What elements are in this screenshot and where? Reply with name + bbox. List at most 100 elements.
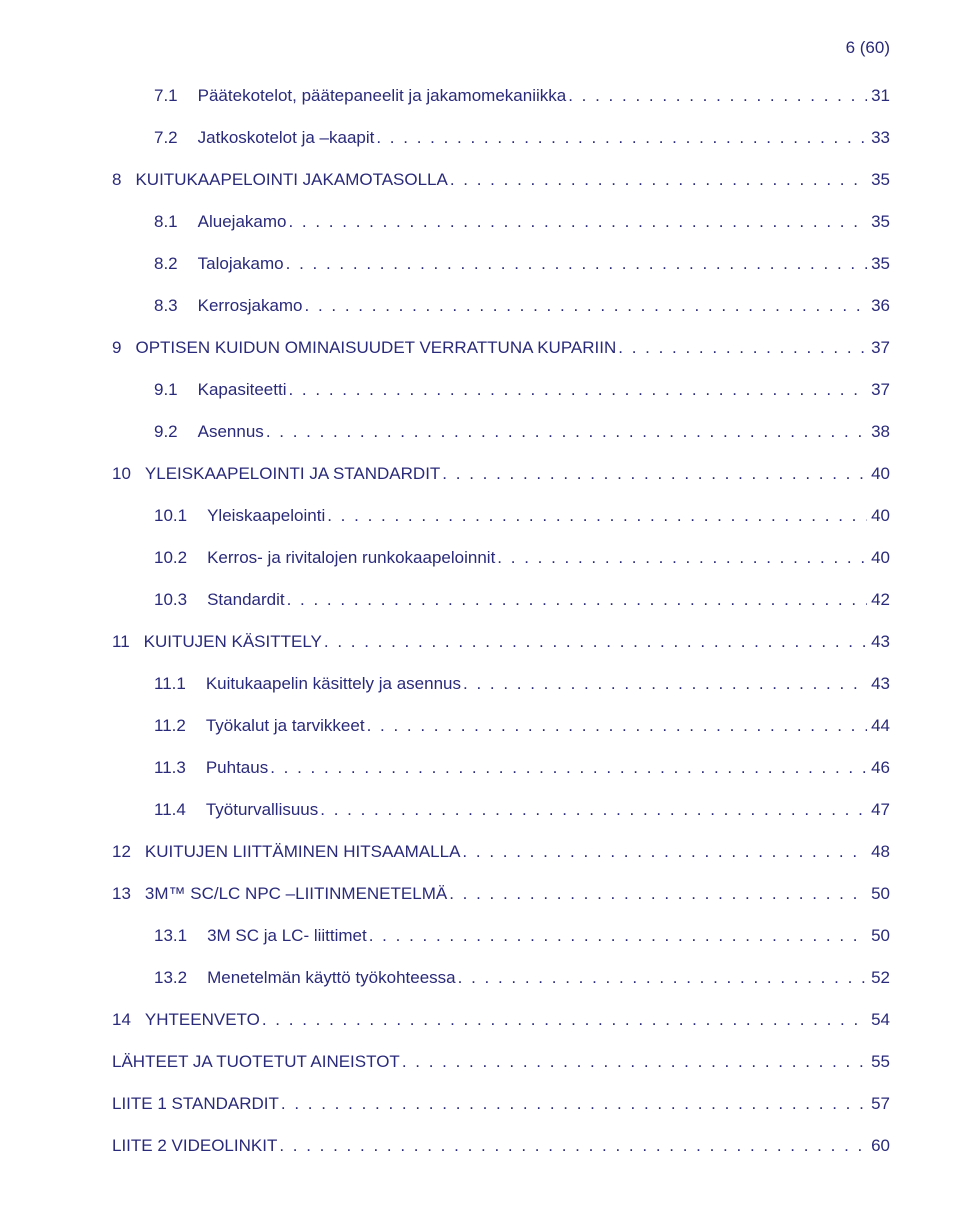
toc-entry-number: 8 (112, 170, 121, 190)
toc-leader-dots: . . . . . . . . . . . . . . . . . . . . … (288, 212, 867, 232)
toc-entry-title: Kuitukaapelin käsittely ja asennus (206, 674, 461, 694)
toc-entry: 10.1Yleiskaapelointi . . . . . . . . . .… (154, 506, 890, 526)
toc-leader-dots: . . . . . . . . . . . . . . . . . . . . … (287, 590, 867, 610)
toc-entry-title: Aluejakamo (198, 212, 287, 232)
toc-entry: 10.2 Kerros- ja rivitalojen runkokaapeloi… (154, 548, 890, 568)
toc-entry-title: Standardit (207, 590, 285, 610)
toc-entry-page: 60 (867, 1136, 890, 1156)
toc-entry-page: 33 (867, 128, 890, 148)
toc-entry-title: Työkalut ja tarvikkeet (206, 716, 365, 736)
toc-entry: 8.3 Kerrosjakamo . . . . . . . . . . . . … (154, 296, 890, 316)
toc-entry-page: 42 (867, 590, 890, 610)
toc-leader-dots: . . . . . . . . . . . . . . . . . . . . … (324, 632, 867, 652)
toc-entry-page: 37 (867, 380, 890, 400)
toc-entry-title: Jatkoskotelot ja –kaapit (198, 128, 375, 148)
toc-entry: 11.4 Työturvallisuus . . . . . . . . . . … (154, 800, 890, 820)
toc-entry-page: 50 (867, 884, 890, 904)
toc-entry: 133M™ SC/LC NPC –LIITINMENETELMÄ . . . .… (112, 884, 890, 904)
toc-entry-number: 8.3 (154, 296, 178, 316)
toc-entry: LÄHTEET JA TUOTETUT AINEISTOT . . . . . … (112, 1052, 890, 1072)
toc-leader-dots: . . . . . . . . . . . . . . . . . . . . … (458, 968, 867, 988)
toc-entry-number: 11.4 (154, 800, 186, 820)
toc-entry: 8KUITUKAAPELOINTI JAKAMOTASOLLA . . . . … (112, 170, 890, 190)
toc-leader-dots: . . . . . . . . . . . . . . . . . . . . … (442, 464, 867, 484)
toc-entry: 11 KUITUJEN KÄSITTELY . . . . . . . . . .… (112, 632, 890, 652)
toc-entry-title: 3M™ SC/LC NPC –LIITINMENETELMÄ (145, 884, 447, 904)
toc-entry-number: 7.2 (154, 128, 178, 148)
toc-entry: 9.2Asennus . . . . . . . . . . . . . . .… (154, 422, 890, 442)
document-page: 6 (60) 7.1Päätekotelot, päätepaneelit ja… (112, 54, 890, 1178)
toc-leader-dots: . . . . . . . . . . . . . . . . . . . . … (618, 338, 867, 358)
toc-leader-dots: . . . . . . . . . . . . . . . . . . . . … (288, 380, 867, 400)
toc-entry-title: LIITE 2 VIDEOLINKIT (112, 1136, 277, 1156)
toc-entry-title: OPTISEN KUIDUN OMINAISUUDET VERRATTUNA K… (135, 338, 616, 358)
toc-entry-page: 43 (867, 674, 890, 694)
toc-entry: 11.3Puhtaus . . . . . . . . . . . . . . … (154, 758, 890, 778)
toc-entry: 14YHTEENVETO . . . . . . . . . . . . . .… (112, 1010, 890, 1030)
toc-entry: 11.1Kuitukaapelin käsittely ja asennus .… (154, 674, 890, 694)
toc-entry-number: 12 (112, 842, 131, 862)
toc-leader-dots: . . . . . . . . . . . . . . . . . . . . … (270, 758, 867, 778)
toc-entry-page: 54 (867, 1010, 890, 1030)
toc-entry-page: 48 (867, 842, 890, 862)
toc-entry-number: 10.3 (154, 590, 187, 610)
toc-entry-page: 36 (867, 296, 890, 316)
toc-leader-dots: . . . . . . . . . . . . . . . . . . . . … (266, 422, 867, 442)
toc-entry: LIITE 1 STANDARDIT . . . . . . . . . . .… (112, 1094, 890, 1114)
toc-entry-title: YLEISKAAPELOINTI JA STANDARDIT (145, 464, 440, 484)
toc-entry-title: Kapasiteetti (198, 380, 287, 400)
toc-leader-dots: . . . . . . . . . . . . . . . . . . . . … (367, 716, 868, 736)
toc-entry-number: 13.2 (154, 968, 187, 988)
toc-leader-dots: . . . . . . . . . . . . . . . . . . . . … (568, 86, 867, 106)
toc-entry-title: KUITUJEN LIITTÄMINEN HITSAAMALLA (145, 842, 461, 862)
toc-leader-dots: . . . . . . . . . . . . . . . . . . . . … (305, 296, 868, 316)
toc-entry-page: 35 (867, 212, 890, 232)
toc-leader-dots: . . . . . . . . . . . . . . . . . . . . … (327, 506, 867, 526)
toc-entry: 12 KUITUJEN LIITTÄMINEN HITSAAMALLA . . .… (112, 842, 890, 862)
toc-entry-title: Kerros- ja rivitalojen runkokaapeloinnit (207, 548, 495, 568)
toc-leader-dots: . . . . . . . . . . . . . . . . . . . . … (369, 926, 867, 946)
toc-leader-dots: . . . . . . . . . . . . . . . . . . . . … (320, 800, 867, 820)
toc-entry-title: Talojakamo (198, 254, 284, 274)
toc-leader-dots: . . . . . . . . . . . . . . . . . . . . … (402, 1052, 867, 1072)
toc-entry-number: 7.1 (154, 86, 178, 106)
toc-leader-dots: . . . . . . . . . . . . . . . . . . . . … (497, 548, 867, 568)
toc-entry-number: 10 (112, 464, 131, 484)
toc-entry-page: 44 (867, 716, 890, 736)
toc-entry-number: 10.1 (154, 506, 187, 526)
toc-entry-page: 55 (867, 1052, 890, 1072)
toc-entry-title: KUITUJEN KÄSITTELY (144, 632, 322, 652)
toc-entry-page: 31 (867, 86, 890, 106)
toc-entry: 9 OPTISEN KUIDUN OMINAISUUDET VERRATTUNA … (112, 338, 890, 358)
toc-entry: 9.1 Kapasiteetti . . . . . . . . . . . . … (154, 380, 890, 400)
toc-entry-number: 13.1 (154, 926, 187, 946)
table-of-contents: 7.1Päätekotelot, päätepaneelit ja jakamo… (112, 86, 890, 1156)
toc-entry-page: 52 (867, 968, 890, 988)
toc-leader-dots: . . . . . . . . . . . . . . . . . . . . … (463, 674, 867, 694)
toc-entry-page: 35 (867, 170, 890, 190)
toc-leader-dots: . . . . . . . . . . . . . . . . . . . . … (281, 1094, 867, 1114)
toc-entry-number: 11 (112, 632, 130, 652)
toc-entry-page: 50 (867, 926, 890, 946)
toc-entry-page: 40 (867, 548, 890, 568)
toc-entry-number: 8.2 (154, 254, 178, 274)
toc-entry: 10.3 Standardit . . . . . . . . . . . . .… (154, 590, 890, 610)
toc-entry-title: KUITUKAAPELOINTI JAKAMOTASOLLA (135, 170, 447, 190)
toc-entry-page: 35 (867, 254, 890, 274)
toc-leader-dots: . . . . . . . . . . . . . . . . . . . . … (279, 1136, 867, 1156)
toc-entry-number: 13 (112, 884, 131, 904)
toc-entry-number: 11.2 (154, 716, 186, 736)
toc-entry-number: 9.1 (154, 380, 178, 400)
toc-entry-number: 9 (112, 338, 121, 358)
toc-leader-dots: . . . . . . . . . . . . . . . . . . . . … (462, 842, 867, 862)
toc-entry-title: Kerrosjakamo (198, 296, 303, 316)
toc-entry: 13.2Menetelmän käyttö työkohteessa . . .… (154, 968, 890, 988)
toc-entry-page: 40 (867, 506, 890, 526)
toc-entry-page: 40 (867, 464, 890, 484)
toc-leader-dots: . . . . . . . . . . . . . . . . . . . . … (286, 254, 867, 274)
toc-entry-title: Työturvallisuus (206, 800, 318, 820)
toc-entry-number: 14 (112, 1010, 131, 1030)
toc-entry: 13.13M SC ja LC- liittimet . . . . . . .… (154, 926, 890, 946)
toc-entry-number: 10.2 (154, 548, 187, 568)
toc-entry-page: 38 (867, 422, 890, 442)
